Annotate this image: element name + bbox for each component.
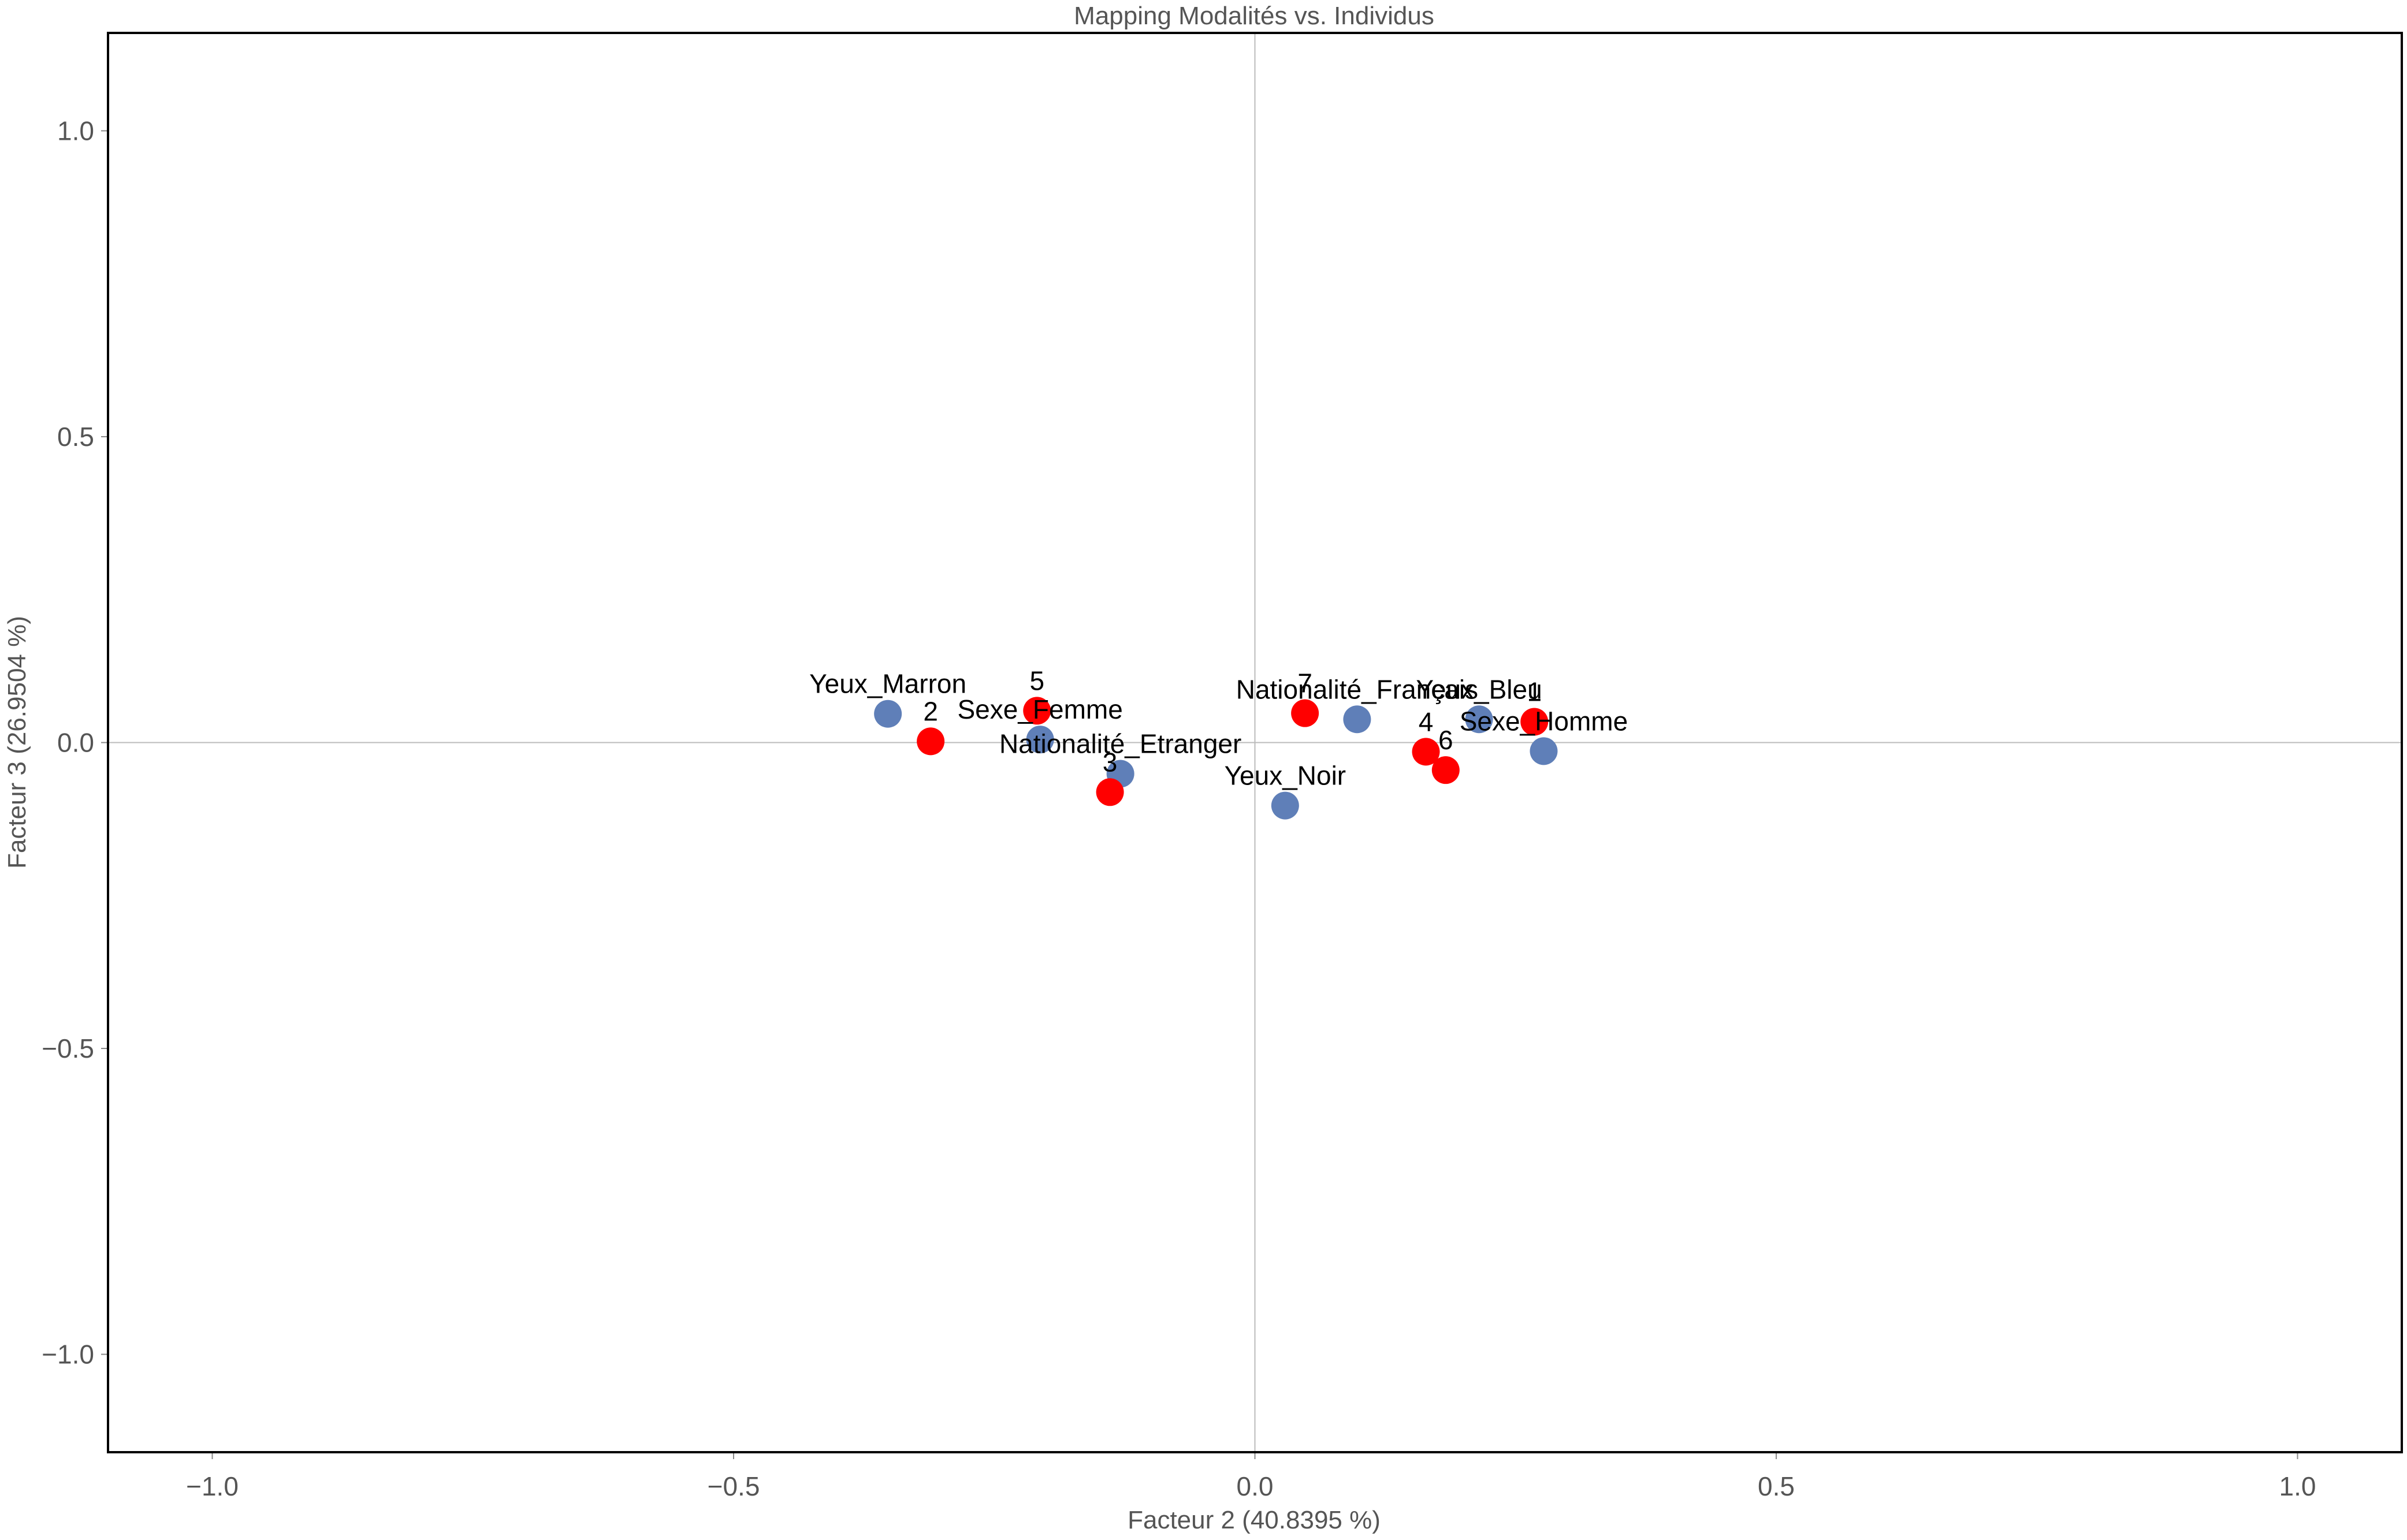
data-points [874,697,1558,820]
individual-label: 6 [1438,725,1453,755]
modality-point [1026,726,1054,754]
individual-label: 3 [1103,747,1118,777]
y-tick-label: 0.0 [57,728,94,758]
x-tick-label: 0.0 [1237,1471,1274,1501]
individual-label: 4 [1419,706,1434,736]
y-tick-label: 1.0 [57,116,94,146]
x-tick-label: −1.0 [186,1471,239,1501]
modality-label: Yeux_Marron [809,669,966,699]
individual-label: 5 [1029,665,1044,695]
chart-title: Mapping Modalités vs. Individus [1074,2,1434,30]
modality-point [1271,791,1299,820]
plot-frame [107,32,2403,1453]
individual-point [1023,697,1051,725]
x-tick-label: −0.5 [708,1471,760,1501]
x-axis-label: Facteur 2 (40.8395 %) [1128,1506,1381,1534]
x-tick-label: 1.0 [2279,1471,2316,1501]
individual-point [1096,778,1124,806]
axis-ticks: −1.0 −0.5 0.0 0.5 1.0 1.0 0.5 0.0 −0.5 −1.0 [42,116,2316,1501]
modality-point [1530,737,1558,765]
x-tick-label: 0.5 [1758,1471,1795,1501]
zero-lines [108,33,2402,1452]
y-tick-label: −0.5 [42,1033,94,1063]
modality-label: Yeux_Noir [1225,761,1346,791]
modality-point [1465,705,1493,734]
modality-label: Sexe_Femme [957,694,1122,724]
individual-point [1291,699,1319,727]
modality-label: Sexe_Homme [1460,706,1628,736]
individual-point [1520,708,1549,736]
individual-point [1412,738,1440,766]
individual-label: 2 [923,696,938,726]
modality-label: Yeux_Bleu [1416,674,1542,704]
modality-label: Nationalité_Français [1236,674,1478,704]
individual-point [1431,756,1460,784]
y-axis-label: Facteur 3 (26.9504 %) [3,616,31,869]
y-tick-label: 0.5 [57,422,94,452]
modality-point [1343,705,1371,734]
y-tick-label: −1.0 [42,1340,94,1370]
individual-label: 1 [1527,676,1542,706]
individual-point [917,727,945,756]
modality-point [874,700,902,728]
modality-label: Nationalité_Etranger [999,729,1241,759]
individual-label: 7 [1297,668,1312,698]
